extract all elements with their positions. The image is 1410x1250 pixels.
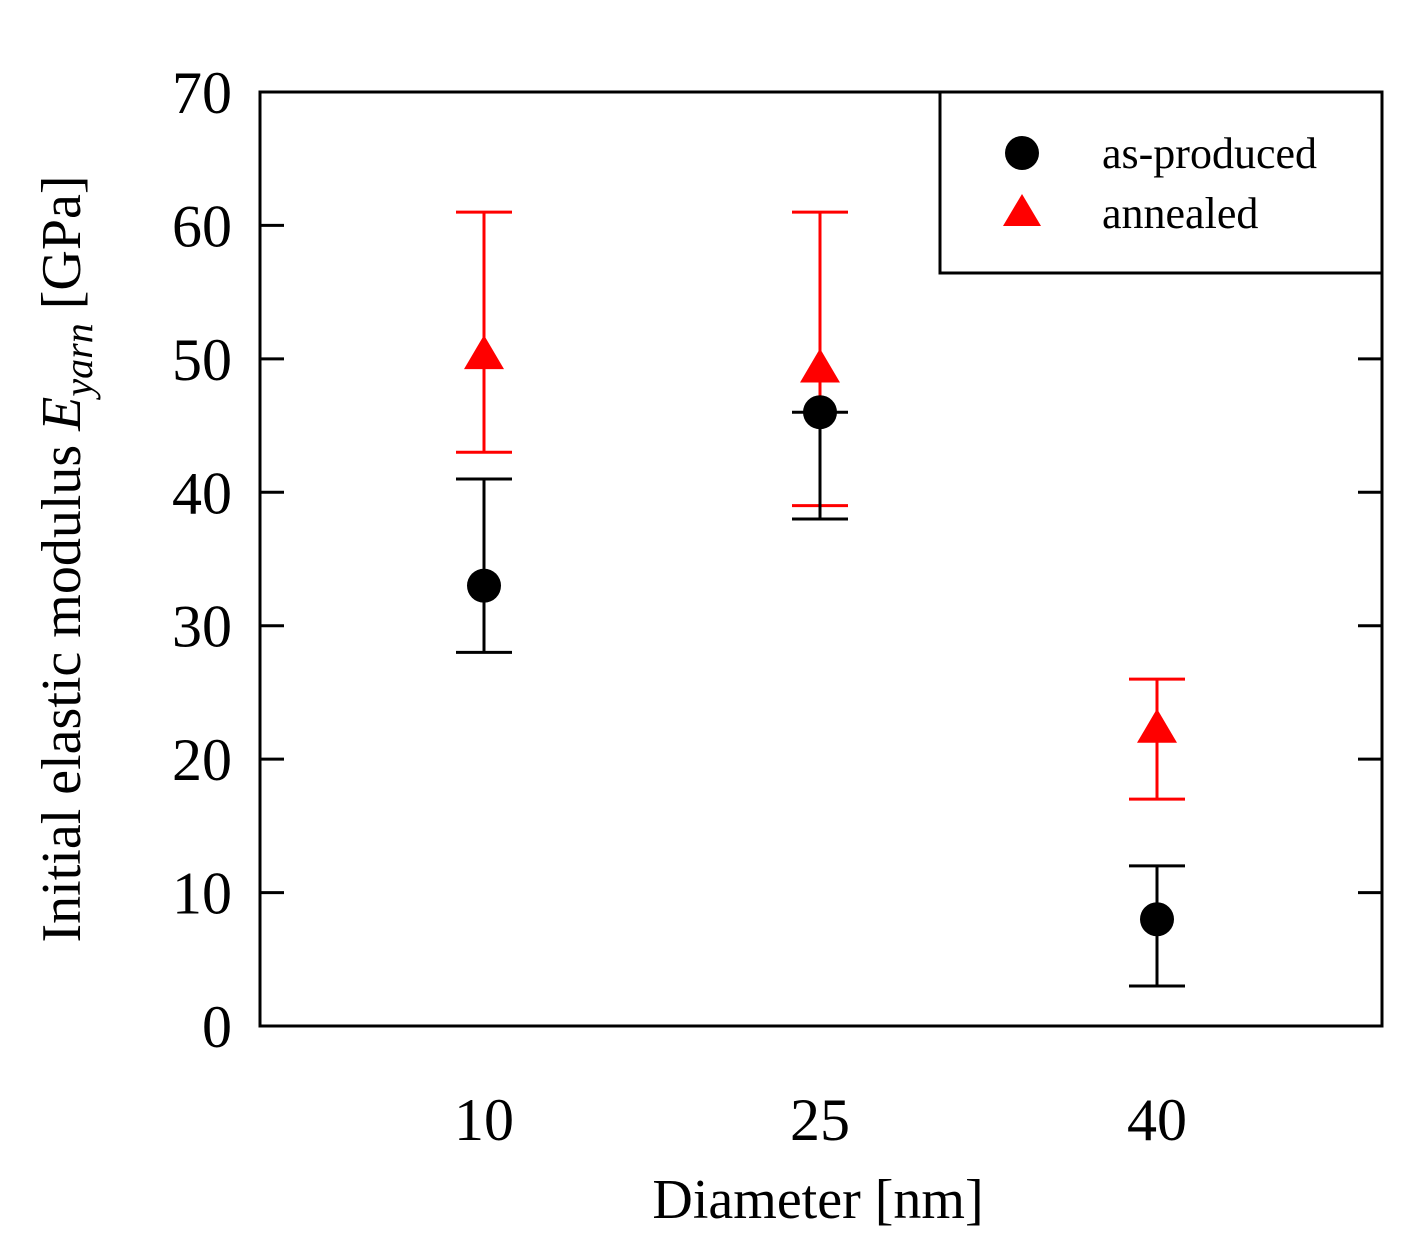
- legend: as-produced annealed: [938, 90, 1384, 275]
- y-tick-label-10: 10: [172, 861, 232, 927]
- point-annealed-10: [464, 335, 504, 370]
- y-tick-label-60: 60: [172, 193, 232, 259]
- x-tick-label-25: 25: [790, 1087, 850, 1153]
- errorbars-layer: [456, 210, 1185, 988]
- point-as-produced-40: [1140, 902, 1174, 937]
- y-axis-title-subscript: yarn: [56, 323, 101, 400]
- x-tick-label-40: 40: [1127, 1087, 1187, 1153]
- x-tick-label-10: 10: [454, 1087, 514, 1153]
- legend-marker-annealed: [1003, 194, 1041, 226]
- point-as-produced-25: [803, 395, 837, 430]
- y-axis-title-symbol: E: [31, 397, 93, 432]
- y-tick-label-30: 30: [172, 594, 232, 660]
- y-axis-title: Initial elastic modulus Eyarn [GPa]: [31, 176, 101, 943]
- y-tick-label-40: 40: [172, 460, 232, 526]
- y-tick-labels: 0 10 20 30 40 50 60 70: [172, 60, 232, 1060]
- y-tick-label-50: 50: [172, 327, 232, 393]
- legend-marker-as-produced: [1005, 136, 1039, 170]
- point-annealed-40: [1137, 708, 1177, 743]
- y-tick-label-70: 70: [172, 60, 232, 126]
- point-as-produced-10: [467, 568, 501, 603]
- x-tick-labels: 10 25 40: [454, 1087, 1187, 1153]
- markers-layer: [464, 335, 1177, 937]
- y-axis-title-prefix: Initial elastic modulus: [31, 431, 93, 943]
- y-tick-label-20: 20: [172, 727, 232, 793]
- legend-label-as-produced: as-produced: [1102, 129, 1317, 178]
- x-axis-title: Diameter [nm]: [652, 1169, 983, 1231]
- legend-box: [938, 90, 1384, 275]
- plot-frame: [258, 90, 1384, 1028]
- y-tick-label-0: 0: [202, 994, 232, 1060]
- legend-label-annealed: annealed: [1102, 189, 1258, 238]
- y-axis-title-suffix: [GPa]: [31, 176, 93, 324]
- point-annealed-25: [800, 348, 840, 383]
